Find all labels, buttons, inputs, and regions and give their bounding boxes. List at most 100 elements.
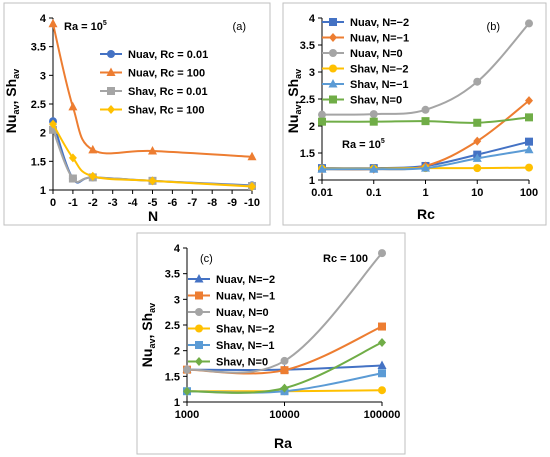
data-point	[378, 369, 386, 378]
legend-entry: Nuav, Rc = 0.01	[100, 49, 208, 61]
legend-label: Shav, N=−2	[216, 324, 275, 336]
legend-entry: Nuav, N=0	[322, 48, 403, 60]
y-axis-title: Nuav, Shav	[139, 303, 157, 367]
x-tick-label: -8	[207, 197, 217, 209]
legend-marker	[194, 274, 204, 283]
y-tick-label: 2	[309, 121, 315, 133]
legend-marker	[195, 291, 203, 300]
x-tick-label: 0.01	[311, 187, 332, 199]
legend-marker	[195, 341, 203, 349]
y-tick-label: 4	[174, 243, 181, 255]
y-tick-label: 2	[40, 128, 46, 140]
legend-entry: Shav, N=0	[188, 357, 268, 369]
legend-entry: Shav, Rc = 0.01	[100, 86, 208, 98]
legend-marker	[195, 357, 203, 366]
y-tick-label: 2.5	[300, 94, 315, 106]
legend-label: Shav, Rc = 100	[128, 105, 205, 117]
data-point	[369, 164, 379, 173]
data-point	[49, 119, 57, 129]
x-tick-label: -4	[128, 197, 139, 209]
data-point	[88, 144, 98, 154]
x-tick-label: -3	[108, 197, 118, 209]
data-point	[317, 164, 327, 173]
legend-label: Shav, N=−1	[216, 340, 275, 352]
data-point	[148, 146, 157, 155]
legend-marker	[107, 50, 115, 58]
data-point	[525, 163, 533, 172]
data-point	[280, 366, 289, 375]
data-point	[421, 105, 430, 114]
chart-frame	[136, 232, 406, 455]
data-point	[473, 164, 482, 173]
y-tick-label: 2.5	[165, 320, 180, 332]
data-point	[183, 365, 191, 374]
legend-marker	[195, 324, 203, 333]
x-tick-label: 100	[520, 187, 538, 199]
data-point	[148, 176, 157, 186]
legend-entry: Nuav, N=−1	[188, 291, 275, 303]
y-tick-label: 3	[174, 294, 180, 306]
y-tick-label: 2	[174, 346, 180, 358]
data-point	[247, 151, 257, 161]
panel-label: (b)	[487, 21, 500, 33]
legend-label: Nuav, N=−1	[216, 291, 275, 303]
x-tick-label: -5	[148, 197, 158, 209]
legend-entry: Nuav, N=−2	[188, 274, 275, 286]
x-tick-label: -10	[244, 197, 260, 209]
x-tick-label: 1000	[175, 409, 199, 421]
legend-marker	[107, 105, 115, 114]
x-tick-label: 100000	[364, 409, 401, 421]
legend-label: Nuav, N=−2	[350, 17, 409, 29]
data-point	[68, 153, 77, 163]
data-point	[369, 110, 378, 119]
data-series	[183, 249, 386, 374]
legend-label: Nuav, N=0	[216, 307, 269, 319]
data-point	[378, 337, 386, 347]
legend-label: Nuav, Rc = 0.01	[128, 49, 208, 61]
x-tick-label: -7	[187, 197, 197, 209]
chart-frame	[3, 2, 271, 226]
data-point	[280, 383, 289, 393]
legend-entry: Shav, N=−1	[188, 340, 275, 352]
legend-marker	[195, 308, 203, 316]
y-tick-label: 3	[40, 70, 46, 82]
data-series	[49, 119, 256, 192]
chart-frame	[282, 2, 547, 226]
x-axis-title: N	[148, 208, 158, 224]
y-tick-label: 1.5	[31, 156, 46, 168]
legend-marker	[329, 49, 337, 57]
chart-panel-b: (b) Ra = 105 Rc Nuav, Shav 1 1.5 2 2.5 3 3.5 4…	[282, 2, 547, 226]
rc-annotation: Rc = 100	[323, 253, 368, 265]
data-series	[318, 19, 533, 119]
data-point	[369, 117, 378, 126]
legend-entry: Shav, N=−2	[322, 64, 409, 76]
legend-entry: Nuav, Rc = 100	[100, 67, 205, 80]
data-series	[318, 113, 533, 127]
legend-label: Nuav, Rc = 100	[128, 68, 205, 80]
legend-marker	[107, 87, 115, 95]
legend-entry: Nuav, N=0	[188, 307, 269, 319]
y-tick-label: 3	[309, 67, 315, 79]
legend-marker	[329, 18, 337, 26]
data-point	[68, 101, 78, 111]
data-point	[88, 171, 97, 181]
chart-panel-a: (a) Ra = 105 N Nuav, Shav 1 1.5 2 2.5 3 3.5 4 0…	[3, 2, 271, 226]
y-tick-label: 3.5	[31, 42, 46, 54]
ra-annotation: Ra = 105	[342, 138, 385, 151]
x-tick-label: 0.1	[366, 187, 381, 199]
data-point	[48, 18, 58, 28]
panel-label: (c)	[200, 253, 213, 265]
data-series	[317, 144, 534, 173]
data-point	[183, 386, 191, 396]
x-tick-label: -2	[88, 197, 98, 209]
y-tick-label: 2.5	[31, 99, 46, 111]
legend-entry: Shav, N=−1	[322, 79, 409, 91]
data-point	[525, 137, 533, 146]
data-point	[377, 360, 387, 370]
y-tick-label: 4	[309, 13, 316, 25]
legend-marker	[329, 33, 337, 42]
legend-marker	[106, 67, 116, 76]
legend-label: Shav, N=0	[216, 357, 268, 369]
chart-panel-c: (c) Rc = 100 Ra Nuav, Shav 1 1.5 2 2.5 3 3.5 4…	[136, 232, 406, 455]
